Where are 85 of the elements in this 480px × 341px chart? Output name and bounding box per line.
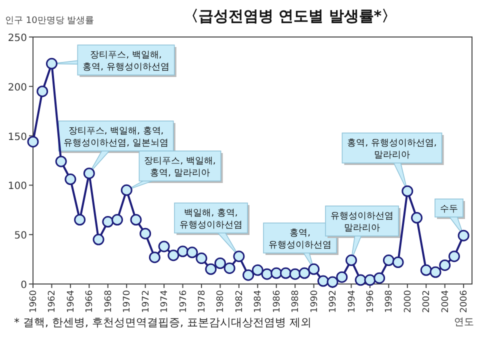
- x-tick-label: 1962: [48, 290, 58, 313]
- annotation: 장티푸스, 백일해, 홍역, 유행성이하선염, 일본뇌염: [64, 126, 168, 148]
- x-tick-label: 1970: [122, 290, 133, 313]
- point: [298, 267, 310, 279]
- point: [36, 86, 48, 98]
- point: [308, 263, 320, 275]
- point: [140, 228, 152, 240]
- x-tick-label: 1990: [310, 290, 320, 313]
- point: [382, 254, 394, 266]
- point: [214, 258, 226, 269]
- x-tick-label: 1996: [366, 290, 376, 313]
- point: [374, 272, 386, 284]
- point: [430, 266, 442, 278]
- point: [402, 185, 414, 197]
- point: [270, 267, 282, 279]
- point: [233, 250, 245, 262]
- y-tick-label: 50: [14, 230, 27, 242]
- point: [354, 274, 366, 286]
- y-tick-label: 200: [8, 82, 27, 94]
- x-tick-label: 2006: [460, 290, 470, 313]
- x-tick-label: 1978: [197, 290, 208, 313]
- point: [224, 262, 236, 274]
- point: [196, 252, 208, 264]
- point: [177, 246, 189, 258]
- point: [55, 156, 67, 168]
- point: [27, 136, 39, 148]
- point: [289, 268, 301, 280]
- point: [64, 174, 76, 186]
- y-tick-label: 150: [8, 132, 27, 143]
- point: [336, 271, 348, 283]
- x-tick-label: 1968: [104, 290, 114, 313]
- y-axis-title: 인구 10만명당 발생률: [5, 16, 94, 26]
- point: [280, 267, 292, 279]
- point: [102, 216, 114, 228]
- point: [186, 246, 198, 258]
- x-tick-label: 2000: [403, 290, 414, 313]
- chart-title: 〈급성전염병 연도별 발생률*〉: [183, 7, 397, 25]
- x-tick-label: 1984: [254, 290, 264, 313]
- point: [261, 268, 273, 280]
- point: [439, 259, 451, 271]
- x-tick-label: 1980: [216, 290, 226, 313]
- annotation: 장티푸스, 백일해, 홍역, 말라리아: [144, 156, 216, 178]
- annotation: 홍역, 유행성이하선염: [268, 228, 332, 250]
- x-tick-label: 1998: [384, 290, 395, 313]
- y-tick-label: 0: [20, 280, 27, 291]
- y-tick-label: 250: [8, 33, 27, 44]
- point: [92, 234, 104, 246]
- annotation: 홍역, 유행성이하선염, 말라리아: [347, 138, 437, 160]
- point: [420, 264, 432, 276]
- x-tick-label: 1974: [160, 290, 170, 313]
- point: [205, 263, 217, 275]
- point: [148, 252, 160, 264]
- text: * 결핵, 한센병, 후천성면역결핍증, 표본감시대상전염병 제외: [14, 316, 312, 329]
- point: [317, 275, 329, 287]
- x-tick-label: 1994: [347, 290, 358, 313]
- x-tick-label: 1966: [85, 290, 96, 313]
- point: [83, 168, 95, 180]
- annotation: 수두: [440, 204, 458, 214]
- x-tick-label: 1988: [291, 290, 302, 313]
- x-tick-label: 1972: [141, 290, 152, 313]
- point: [458, 230, 470, 242]
- point: [448, 250, 460, 262]
- point: [74, 214, 86, 226]
- point: [392, 256, 404, 268]
- x-tick-label: 1986: [272, 290, 282, 313]
- point: [130, 214, 142, 226]
- x-tick-label: 1960: [29, 290, 39, 313]
- point: [120, 184, 132, 196]
- x-tick-label: 1964: [66, 290, 76, 313]
- x-tick-label: 1992: [328, 290, 339, 313]
- point: [326, 276, 338, 288]
- x-tick-label: 1976: [178, 290, 189, 313]
- point: [111, 214, 123, 226]
- point: [168, 250, 180, 262]
- x-axis-title: 연도: [454, 317, 474, 328]
- x-tick-label: 2004: [440, 290, 451, 313]
- y-tick-label: 100: [8, 181, 27, 192]
- point: [242, 269, 254, 281]
- x-tick-label: 2002: [422, 290, 432, 313]
- point: [364, 274, 376, 286]
- point: [411, 212, 423, 224]
- annotation: 백일해, 홍역, 유행성이하선염: [180, 208, 242, 230]
- x-tick-label: 1982: [234, 290, 245, 313]
- point: [158, 240, 170, 252]
- point: [252, 264, 264, 276]
